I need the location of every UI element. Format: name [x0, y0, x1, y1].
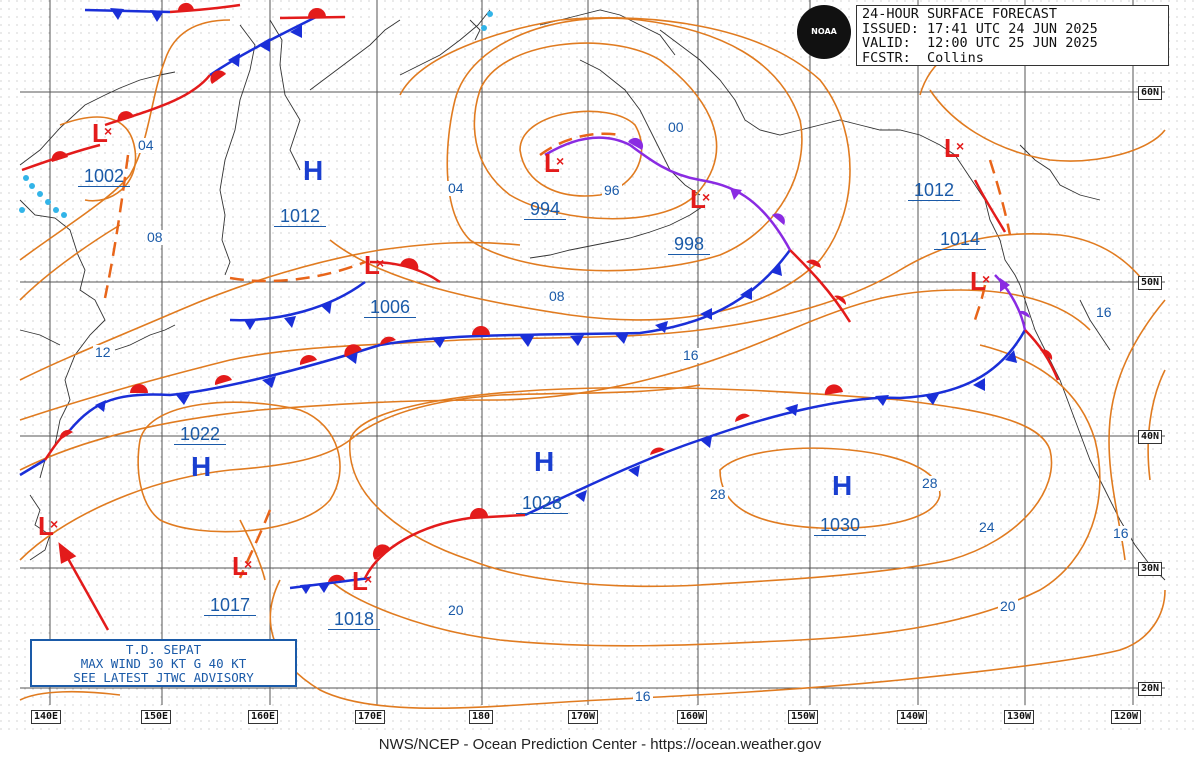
isobar-label: 04	[136, 137, 156, 153]
lon-label: 160E	[248, 710, 279, 724]
cold-front-triangles	[95, 8, 1017, 594]
pressure-value: 1022	[174, 424, 227, 445]
pressure-value: 998	[668, 234, 711, 255]
isobar-label: 28	[920, 475, 940, 491]
pressure-value: 1012	[908, 180, 961, 201]
low-x: ×	[956, 138, 964, 154]
pressure-value: 994	[524, 199, 567, 220]
low-marker: L	[544, 148, 560, 178]
isobar-label: 16	[1111, 525, 1131, 541]
low-marker: L	[38, 511, 54, 541]
isobar-label: 16	[633, 688, 653, 704]
footer-credit: NWS/NCEP - Ocean Prediction Center - htt…	[378, 736, 822, 753]
low-marker: L	[364, 250, 380, 280]
isobar-label: 28	[708, 486, 728, 502]
isobar-label: 12	[93, 344, 113, 360]
forecast-header: 24-HOUR SURFACE FORECAST ISSUED: 17:41 UT…	[856, 5, 1169, 66]
high-marker: H	[303, 155, 324, 186]
lon-label: 140E	[31, 710, 62, 724]
storm-dots	[19, 11, 493, 218]
isobar-label: 04	[446, 180, 466, 196]
advisory-wind: MAX WIND 30 KT G 40 KT	[80, 656, 247, 671]
isobar-label: 16	[681, 347, 701, 363]
low-x: ×	[982, 271, 990, 287]
occluded-fronts	[544, 136, 1027, 331]
isobar-label: 20	[998, 598, 1018, 614]
isobar-label: 24	[977, 519, 997, 535]
header-forecaster: FCSTR: Collins	[862, 49, 984, 66]
warm-front-semicircles	[51, 2, 1053, 582]
isobars	[19, 17, 1166, 709]
graticule-dots	[0, 0, 1200, 735]
pressure-value: 1014	[934, 229, 987, 250]
isobar-label: 20	[446, 602, 466, 618]
troughs	[103, 132, 1012, 579]
lat-label: 40N	[1138, 430, 1163, 444]
advisory-storm-name: T.D. SEPAT	[125, 642, 202, 657]
pressure-value: 1030	[814, 515, 867, 536]
lon-label: 140W	[897, 710, 928, 724]
low-x: ×	[556, 153, 564, 169]
lon-label: 120W	[1111, 710, 1142, 724]
pressure-value: 1017	[204, 595, 257, 616]
noaa-logo: NOAA	[797, 5, 851, 59]
isobar-label: 08	[145, 229, 165, 245]
lat-label: 20N	[1138, 682, 1163, 696]
occluded-symbols	[628, 137, 1030, 318]
pressure-value: 1018	[328, 609, 381, 630]
low-x: ×	[244, 556, 252, 572]
pressure-value: 1012	[274, 206, 327, 227]
pressure-value: 1006	[364, 297, 417, 318]
lon-label: 160W	[677, 710, 708, 724]
lon-label: 150W	[788, 710, 819, 724]
low-marker: L	[970, 266, 986, 296]
lon-label: 180	[469, 710, 494, 724]
lon-label: 130W	[1004, 710, 1035, 724]
low-marker: L	[944, 133, 960, 163]
low-marker: L	[352, 566, 368, 596]
lon-label: 170W	[568, 710, 599, 724]
lon-label: 150E	[141, 710, 172, 724]
low-marker: L	[92, 118, 108, 148]
low-x: ×	[104, 123, 112, 139]
isobar-label: 08	[547, 288, 567, 304]
header-valid: VALID: 12:00 UTC 25 JUN 2025	[862, 35, 1098, 51]
high-marker: H	[832, 470, 853, 501]
low-marker: L	[690, 184, 706, 214]
pressure-value: 1002	[78, 166, 131, 187]
lat-lon-grid	[20, 0, 1165, 705]
low-x: ×	[364, 571, 372, 587]
storm-track	[58, 542, 110, 631]
advisory-note: SEE LATEST JTWC ADVISORY	[73, 670, 254, 685]
high-marker: H	[534, 446, 555, 477]
pressure-value: 1028	[516, 493, 569, 514]
low-x: ×	[50, 516, 58, 532]
lon-label: 170E	[355, 710, 386, 724]
isobar-label: 16	[1094, 304, 1114, 320]
low-x: ×	[702, 189, 710, 205]
high-marker: H	[191, 451, 212, 482]
storm-advisory-box: T.D. SEPAT MAX WIND 30 KT G 40 KT SEE LA…	[30, 639, 297, 687]
isobar-label: 96	[602, 182, 622, 198]
low-marker: L	[232, 551, 248, 581]
lat-label: 50N	[1138, 276, 1163, 290]
low-markers: L× L× L× L× L× L× L× L× L×	[38, 118, 990, 596]
isobar-label: 00	[666, 119, 686, 135]
header-issued: ISSUED: 17:41 UTC 24 JUN 2025	[862, 20, 1098, 37]
coastlines	[19, 9, 1166, 581]
header-title: 24-HOUR SURFACE FORECAST	[862, 6, 1058, 22]
lat-label: 60N	[1138, 86, 1163, 100]
cold-fronts	[19, 8, 1027, 590]
low-x: ×	[376, 255, 384, 271]
lat-label: 30N	[1138, 562, 1163, 576]
